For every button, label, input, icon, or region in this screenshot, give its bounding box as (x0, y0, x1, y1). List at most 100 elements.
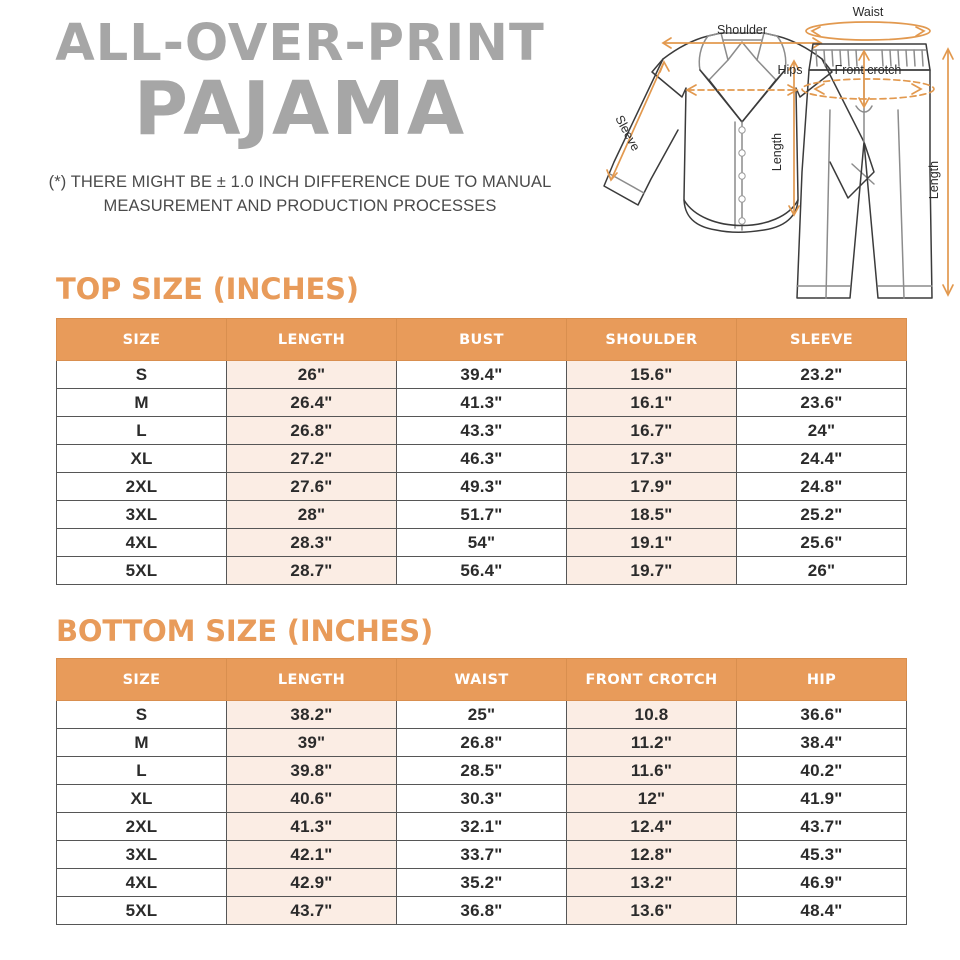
top-size-section-title: TOP SIZE (INCHES) (56, 272, 359, 306)
measurement-cell: 28.5" (396, 756, 567, 785)
size-label-cell: 2XL (56, 812, 227, 841)
measurement-cell: 39" (226, 728, 397, 757)
measurement-cell: 54" (396, 528, 567, 557)
pants-length-label: Length (927, 161, 941, 199)
table-row: 2XL 41.3" 32.1" 12.4" 43.7" (56, 812, 907, 841)
measurement-cell: 48.4" (736, 896, 907, 925)
measurement-cell: 27.2" (226, 444, 397, 473)
pants-front-crotch-label: Front crotch (835, 63, 902, 77)
size-label-cell: 4XL (56, 528, 227, 557)
column-header-waist: WAIST (396, 658, 567, 701)
measurement-cell: 25.2" (736, 500, 907, 529)
measurement-cell: 46.9" (736, 868, 907, 897)
table-row: 5XL 43.7" 36.8" 13.6" 48.4" (56, 896, 907, 925)
measurement-cell: 33.7" (396, 840, 567, 869)
measurement-cell: 56.4" (396, 556, 567, 585)
measurement-cell: 28.3" (226, 528, 397, 557)
bottom-size-table: SIZE LENGTH WAIST FRONT CROTCH HIP S 38.2… (56, 658, 907, 925)
hips-measure-ellipse (801, 78, 935, 100)
measurement-cell: 12.8" (566, 840, 737, 869)
size-label-cell: 3XL (56, 500, 227, 529)
measurement-cell: 19.7" (566, 556, 737, 585)
table-row: 5XL 28.7" 56.4" 19.7" 26" (56, 556, 907, 585)
size-label-cell: M (56, 388, 227, 417)
measurement-cell: 19.1" (566, 528, 737, 557)
table-row: XL 27.2" 46.3" 17.3" 24.4" (56, 444, 907, 473)
size-label-cell: 5XL (56, 896, 227, 925)
measurement-cell: 17.9" (566, 472, 737, 501)
measurement-cell: 41.3" (396, 388, 567, 417)
shirt-length-label: Length (770, 133, 784, 171)
shirt-button (738, 149, 746, 157)
pants-length-measure-arrow (942, 47, 954, 297)
column-header-shoulder: SHOULDER (566, 318, 737, 361)
size-label-cell: S (56, 700, 227, 729)
page-title-line2: PAJAMA (133, 66, 467, 153)
measurement-cell: 35.2" (396, 868, 567, 897)
shirt-length-measure-arrow (788, 59, 800, 217)
column-header-bust: BUST (396, 318, 567, 361)
measurement-cell: 39.4" (396, 360, 567, 389)
measurement-cell: 26" (226, 360, 397, 389)
measurement-cell: 26.4" (226, 388, 397, 417)
top-size-table-body: S 26" 39.4" 15.6" 23.2" M 26.4" 41.3" 16.1" 23.6"… (56, 360, 907, 585)
measurement-cell: 32.1" (396, 812, 567, 841)
table-row: M 26.4" 41.3" 16.1" 23.6" (56, 388, 907, 417)
measurement-cell: 42.1" (226, 840, 397, 869)
bottom-size-section-title: BOTTOM SIZE (INCHES) (56, 614, 434, 648)
header-block: ALL-OVER-PRINT PAJAMA (*) THERE MIGHT BE… (0, 17, 600, 219)
column-header-size: SIZE (56, 658, 227, 701)
bust-measure-arrow (685, 84, 799, 96)
pants-waist-label: Waist (853, 5, 884, 19)
measurement-cell: 38.4" (736, 728, 907, 757)
column-header-length: LENGTH (226, 658, 397, 701)
table-row: L 26.8" 43.3" 16.7" 24" (56, 416, 907, 445)
measurement-cell: 12" (566, 784, 737, 813)
table-row: S 38.2" 25" 10.8 36.6" (56, 700, 907, 729)
table-row: 4XL 28.3" 54" 19.1" 25.6" (56, 528, 907, 557)
table-row: XL 40.6" 30.3" 12" 41.9" (56, 784, 907, 813)
measurement-disclaimer: (*) THERE MIGHT BE ± 1.0 INCH DIFFERENCE… (48, 173, 552, 216)
measurement-cell: 26.8" (396, 728, 567, 757)
measurement-cell: 24.4" (736, 444, 907, 473)
shirt-button (738, 172, 746, 180)
measurement-cell: 12.4" (566, 812, 737, 841)
size-label-cell: 5XL (56, 556, 227, 585)
column-header-front-crotch: FRONT CROTCH (566, 658, 737, 701)
measurement-cell: 16.1" (566, 388, 737, 417)
table-header-row: SIZE LENGTH WAIST FRONT CROTCH HIP (56, 658, 907, 701)
top-size-table: SIZE LENGTH BUST SHOULDER SLEEVE S 26" 39.… (56, 318, 907, 585)
measurement-cell: 43.7" (736, 812, 907, 841)
measurement-cell: 15.6" (566, 360, 737, 389)
measurement-cell: 45.3" (736, 840, 907, 869)
measurement-cell: 42.9" (226, 868, 397, 897)
size-label-cell: XL (56, 784, 227, 813)
measurement-cell: 41.9" (736, 784, 907, 813)
column-header-size: SIZE (56, 318, 227, 361)
measurement-cell: 25" (396, 700, 567, 729)
measurement-cell: 13.6" (566, 896, 737, 925)
measurement-cell: 25.6" (736, 528, 907, 557)
measurement-cell: 11.6" (566, 756, 737, 785)
measurement-cell: 27.6" (226, 472, 397, 501)
size-label-cell: 4XL (56, 868, 227, 897)
table-row: 4XL 42.9" 35.2" 13.2" 46.9" (56, 868, 907, 897)
measurement-cell: 46.3" (396, 444, 567, 473)
measurement-cell: 38.2" (226, 700, 397, 729)
measurement-cell: 36.6" (736, 700, 907, 729)
size-label-cell: S (56, 360, 227, 389)
measurement-cell: 49.3" (396, 472, 567, 501)
measurement-cell: 36.8" (396, 896, 567, 925)
measurement-cell: 26" (736, 556, 907, 585)
measurement-cell: 28" (226, 500, 397, 529)
shirt-shoulder-label: Shoulder (717, 23, 767, 37)
table-row: L 39.8" 28.5" 11.6" 40.2" (56, 756, 907, 785)
table-row: M 39" 26.8" 11.2" 38.4" (56, 728, 907, 757)
table-row: 2XL 27.6" 49.3" 17.9" 24.8" (56, 472, 907, 501)
shirt-button (738, 126, 746, 134)
table-row: 3XL 28" 51.7" 18.5" 25.2" (56, 500, 907, 529)
column-header-length: LENGTH (226, 318, 397, 361)
table-row: 3XL 42.1" 33.7" 12.8" 45.3" (56, 840, 907, 869)
column-header-hip: HIP (736, 658, 907, 701)
size-label-cell: XL (56, 444, 227, 473)
